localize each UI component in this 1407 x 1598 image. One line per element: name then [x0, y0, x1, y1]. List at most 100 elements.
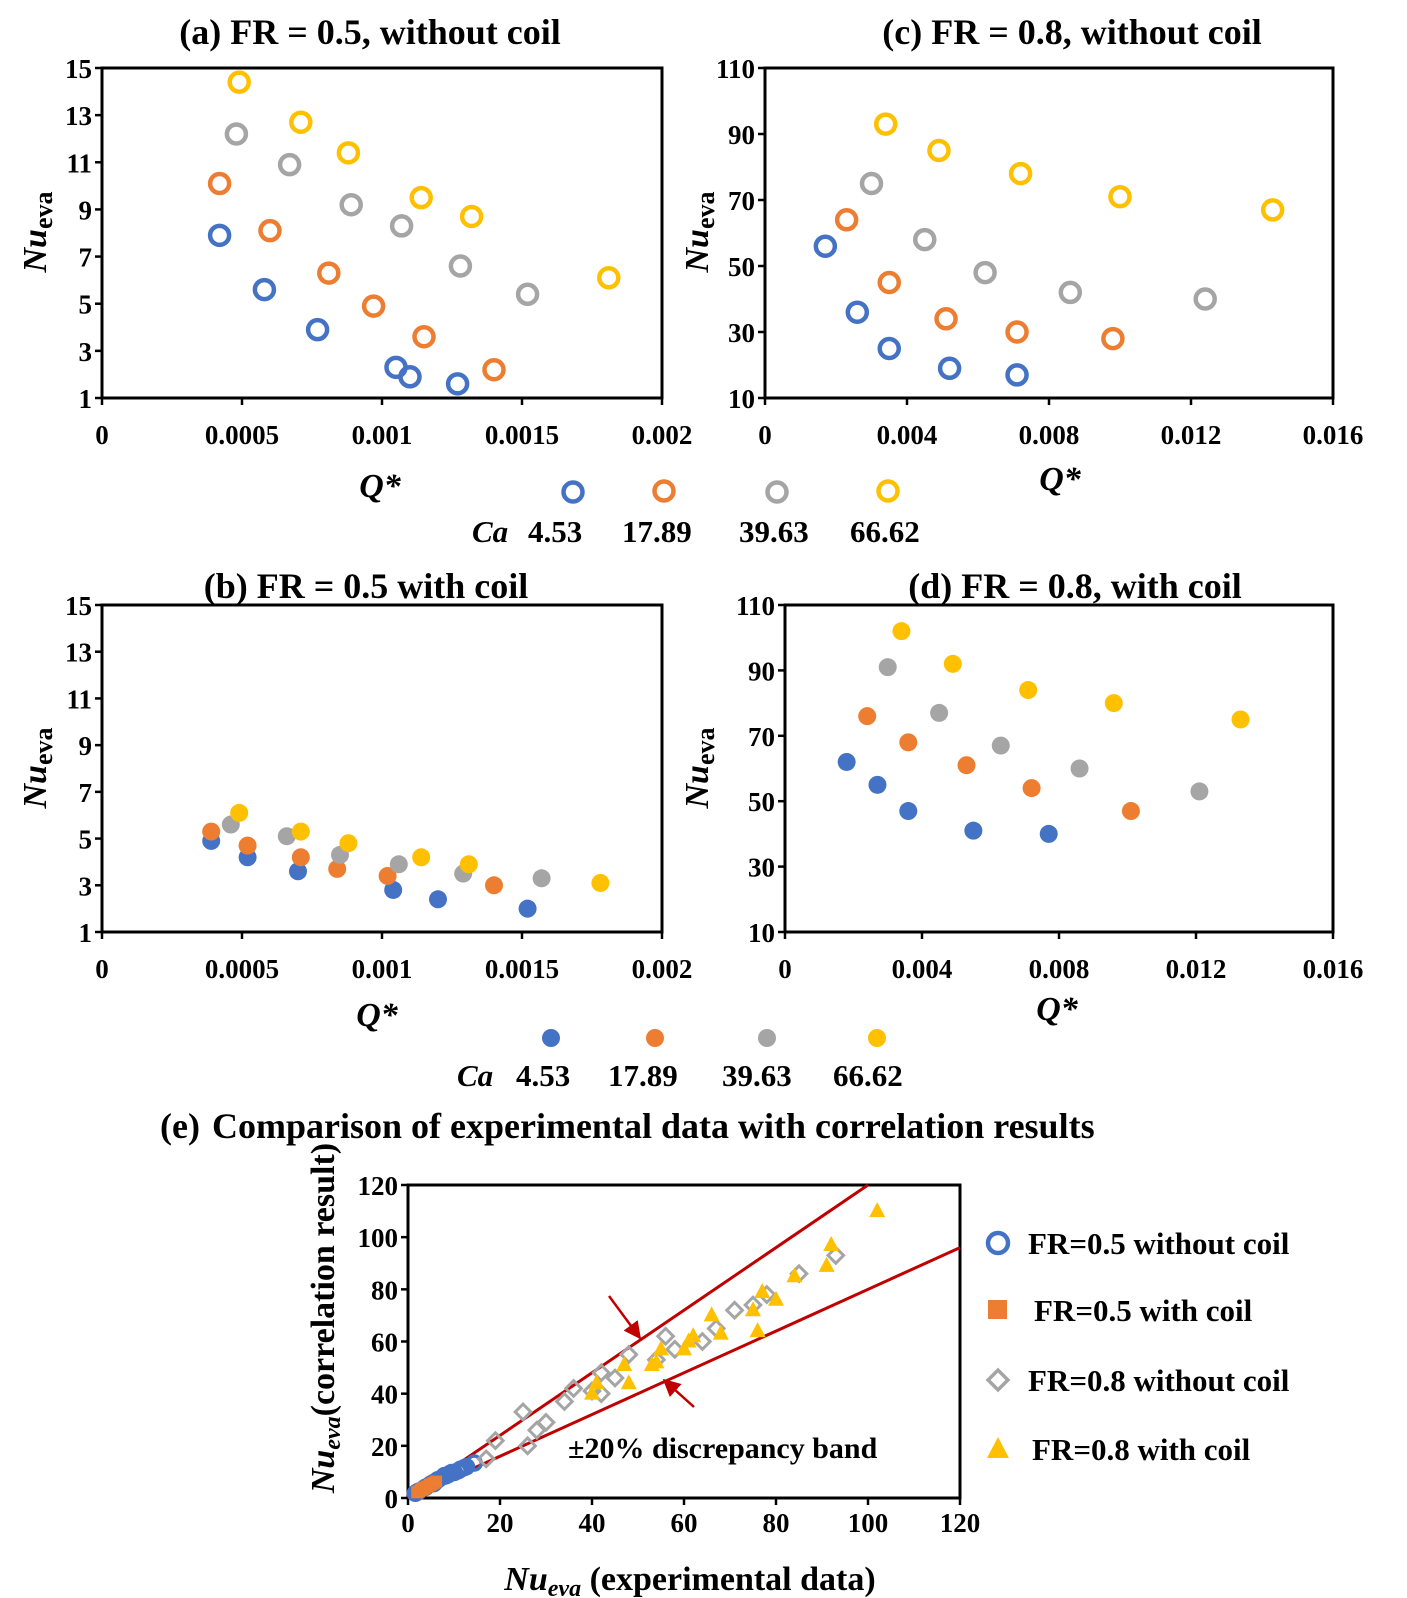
legend-e-fr05-without-label: FR=0.5 without coil	[1028, 1226, 1290, 1261]
data-point-e-yellow	[786, 1267, 803, 1283]
data-point-b-orange	[378, 866, 397, 885]
x-tick-label: 0.016	[1303, 420, 1364, 450]
data-point-b-blue	[518, 899, 537, 918]
legend-marker-orange-hollow	[652, 479, 676, 503]
legend-marker-yellow-hollow	[876, 479, 900, 503]
ca-label-2: Ca	[457, 1058, 493, 1093]
y-tick-label: 13	[65, 638, 92, 668]
ca-legend-filled: Ca 4.53 17.89 39.63 66.62	[457, 1029, 903, 1093]
ca-value-1: 4.53	[528, 514, 582, 549]
ca-legend-hollow: Ca 4.53 17.89 39.63 66.62	[472, 479, 920, 549]
y-tick-label: 15	[65, 54, 92, 84]
data-point-d-blue	[837, 752, 856, 771]
data-point-a-orange	[317, 261, 341, 285]
y-tick-label: 11	[66, 684, 92, 714]
data-point-d-yellow	[892, 622, 911, 641]
data-point-b-yellow	[339, 834, 358, 853]
data-point-a-yellow	[336, 141, 361, 165]
y-tick-label: 80	[371, 1275, 398, 1305]
data-point-e-gray	[724, 1300, 745, 1321]
data-point-a-yellow	[459, 204, 484, 229]
x-tick-label: 20	[487, 1508, 514, 1538]
y-tick-label: 100	[358, 1223, 399, 1253]
legend-marker-orange-filled	[646, 1029, 664, 1047]
data-point-b-orange	[291, 848, 310, 867]
data-point-e-yellow	[818, 1256, 835, 1272]
x-tick-label: 0	[95, 954, 109, 984]
y-tick-label: 70	[748, 722, 775, 752]
y-tick-label: 120	[358, 1171, 399, 1201]
data-point-b-yellow	[291, 822, 310, 841]
panel-e-title-tag: (e)	[160, 1106, 200, 1146]
panel-d: 0 0.004 0.008 0.012 0.016 10 30 50 70 90 110	[736, 591, 1363, 984]
data-point-a-gray	[448, 254, 473, 278]
data-point-a-orange	[482, 357, 506, 382]
data-point-b-gray	[532, 869, 551, 888]
x-tick-label: 0.008	[1029, 954, 1090, 984]
y-tick-label: 50	[728, 252, 755, 282]
data-point-e-yellow	[823, 1235, 840, 1251]
band-arrow-lower	[662, 1378, 695, 1408]
x-tick-label: 0	[778, 954, 792, 984]
legend-marker-blue-hollow	[561, 480, 585, 504]
data-point-d-blue	[964, 821, 983, 840]
y-tick-label: 10	[728, 384, 755, 414]
panel-c-ylabel: Nueva	[679, 191, 720, 273]
plot-frame-c	[763, 66, 1335, 400]
ca-value-4: 66.62	[850, 514, 920, 549]
data-point-a-blue	[305, 317, 330, 342]
data-point-b-yellow	[230, 803, 249, 822]
y-tick-label: 70	[728, 186, 755, 216]
y-tick-label: 3	[79, 337, 93, 367]
legend-e-fr05-with-marker	[988, 1300, 1007, 1319]
data-point-c-orange	[1005, 320, 1029, 344]
data-point-e-yellow	[648, 1353, 665, 1369]
data-point-a-yellow	[597, 266, 621, 290]
data-point-e-yellow	[620, 1374, 637, 1390]
ca-label: Ca	[472, 514, 508, 549]
y-tick-label: 30	[748, 853, 775, 883]
data-point-c-orange	[877, 270, 901, 295]
data-point-e-gray	[476, 1448, 497, 1469]
data-point-e-gray	[825, 1245, 846, 1266]
data-point-e-yellow	[869, 1202, 886, 1218]
data-point-c-gray	[913, 227, 937, 252]
y-tick-label: 20	[371, 1432, 398, 1462]
legend-e-fr08-without-marker	[985, 1367, 1011, 1393]
legend-e-fr08-with-marker	[987, 1437, 1009, 1458]
data-point-a-yellow	[289, 110, 313, 134]
data-point-c-yellow	[1260, 198, 1285, 222]
panel-e-legend: FR=0.5 without coil FR=0.5 with coil FR=…	[985, 1226, 1290, 1467]
data-point-a-gray	[389, 214, 414, 238]
data-point-b-orange	[485, 876, 503, 895]
x-tick-label: 40	[579, 1508, 606, 1538]
panel-c: 0 0.004 0.008 0.012 0.016 10 30 50 70 90 110	[716, 54, 1363, 450]
y-tick-label: 90	[728, 120, 755, 150]
data-point-a-gray	[224, 122, 249, 146]
y-tick-label: 30	[728, 318, 755, 348]
data-point-d-gray	[991, 736, 1010, 755]
x-tick-label: 0.0005	[205, 420, 279, 450]
plot-frame-d	[783, 603, 1335, 934]
x-tick-label: 0	[401, 1508, 415, 1538]
y-tick-label: 13	[65, 101, 92, 131]
band-line-upper	[407, 1183, 869, 1500]
x-tick-label: 0.0015	[485, 420, 559, 450]
data-point-b-blue	[429, 890, 447, 909]
data-point-c-blue	[845, 300, 870, 324]
ca-value-4b: 66.62	[833, 1058, 903, 1093]
data-point-c-blue	[1005, 363, 1029, 387]
data-point-c-orange	[1101, 326, 1125, 351]
data-point-c-orange	[834, 208, 859, 232]
data-point-a-blue	[398, 365, 422, 389]
data-point-e-gray	[513, 1402, 533, 1422]
ca-value-3: 39.63	[739, 514, 809, 549]
data-point-c-gray	[973, 260, 997, 285]
y-tick-label: 50	[748, 787, 775, 817]
data-point-e-gray	[517, 1435, 538, 1456]
panel-b-title: (b) FR = 0.5 with coil	[204, 566, 529, 606]
data-point-c-yellow	[873, 112, 898, 136]
data-point-c-blue	[877, 336, 901, 361]
